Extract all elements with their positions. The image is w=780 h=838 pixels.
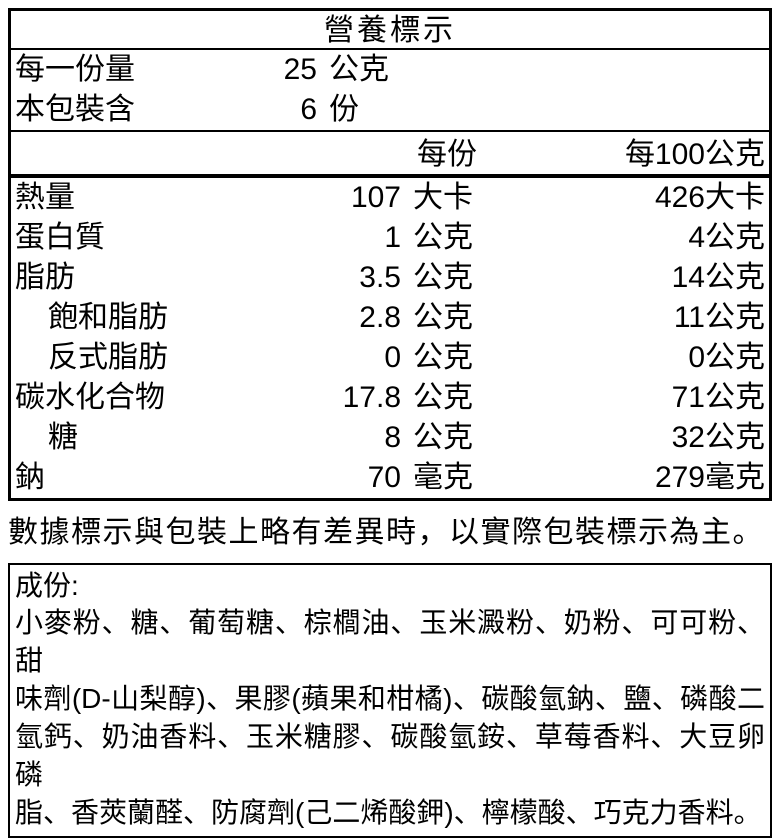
per-serving-unit: 公克 — [413, 261, 473, 294]
column-header-per-100g: 每100公克 — [624, 138, 765, 171]
nutrient-label: 糖 — [48, 421, 78, 454]
servings-per-package-row: 本包裝含 6 份 — [11, 90, 769, 130]
nutrient-row-calories: 熱量 107 大卡 426大卡 — [11, 178, 769, 218]
ingredients-line: 脂、香莢蘭醛、防腐劑(己二烯酸鉀)、檸檬酸、巧克力香料。 — [15, 797, 762, 828]
nutrition-table-title: 營養標示 — [11, 11, 769, 50]
nutrient-label: 鈉 — [15, 461, 45, 494]
serving-size-value: 25 — [283, 53, 317, 86]
per-serving-cell: 1 公克 — [335, 218, 477, 258]
per-serving-unit: 大卡 — [413, 181, 473, 214]
column-header-spacer — [15, 132, 335, 174]
per-100g-value: 71公克 — [671, 381, 765, 414]
per-serving-cell: 17.8 公克 — [335, 378, 477, 418]
per-serving-value: 8 — [384, 421, 401, 454]
per-serving-unit: 公克 — [413, 341, 473, 374]
per-serving-unit: 公克 — [413, 221, 473, 254]
nutrient-label: 反式脂肪 — [48, 341, 168, 374]
nutrients-section: 熱量 107 大卡 426大卡 蛋白質 1 公克 4公克 脂肪 3.5 — [11, 178, 769, 498]
per-100g-value: 4公克 — [688, 221, 765, 254]
nutrient-row-fat: 脂肪 3.5 公克 14公克 — [11, 258, 769, 298]
per-serving-value: 2.8 — [359, 301, 401, 334]
per-100g-value: 14公克 — [671, 261, 765, 294]
nutrient-label: 脂肪 — [15, 261, 75, 294]
servings-per-package-value: 6 — [300, 93, 317, 126]
ingredients-label: 成份: — [15, 570, 79, 601]
per-serving-value: 107 — [350, 181, 401, 214]
per-100g-value: 11公克 — [673, 301, 765, 334]
ingredients-line: 小麥粉、糖、葡萄糖、棕櫚油、玉米澱粉、奶粉、可可粉、甜 — [15, 607, 765, 676]
nutrient-row-saturated-fat: 飽和脂肪 2.8 公克 11公克 — [11, 298, 769, 338]
ingredients-box: 成份: 小麥粉、糖、葡萄糖、棕櫚油、玉米澱粉、奶粉、可可粉、甜 味劑(D-山梨醇… — [8, 563, 772, 838]
per-serving-value: 3.5 — [359, 261, 401, 294]
per-serving-unit: 毫克 — [413, 461, 473, 494]
column-header-per-serving: 每份 — [417, 138, 477, 171]
per-100g-value: 32公克 — [671, 421, 765, 454]
per-serving-value: 0 — [384, 341, 401, 374]
per-serving-value: 17.8 — [342, 381, 401, 414]
nutrient-row-sugar: 糖 8 公克 32公克 — [11, 418, 769, 458]
column-header-row: 每份 每100公克 — [11, 132, 769, 178]
serving-size-label: 每一份量 — [15, 53, 135, 86]
nutrient-row-sodium: 鈉 70 毫克 279毫克 — [11, 458, 769, 498]
nutrient-label: 熱量 — [15, 181, 75, 214]
per-serving-cell: 0 公克 — [335, 338, 477, 378]
disclaimer-note: 數據標示與包裝上略有差異時，以實際包裝標示為主。 — [8, 516, 764, 549]
servings-per-package-label: 本包裝含 — [15, 93, 135, 126]
per-serving-unit: 公克 — [413, 301, 473, 334]
per-100g-value: 426大卡 — [654, 181, 765, 214]
per-100g-value: 279毫克 — [654, 461, 765, 494]
per-serving-cell: 70 毫克 — [335, 458, 477, 498]
per-100g-value: 0公克 — [688, 341, 765, 374]
per-serving-unit: 公克 — [413, 421, 473, 454]
servings-per-package-unit: 份 — [329, 93, 359, 126]
nutrient-row-carbohydrate: 碳水化合物 17.8 公克 71公克 — [11, 378, 769, 418]
per-serving-cell: 2.8 公克 — [335, 298, 477, 338]
per-serving-cell: 3.5 公克 — [335, 258, 477, 298]
nutrient-label: 蛋白質 — [15, 221, 105, 254]
per-serving-value: 1 — [384, 221, 401, 254]
ingredients-line: 味劑(D-山梨醇)、果膠(蘋果和柑橘)、碳酸氫鈉、鹽、磷酸二 — [15, 683, 765, 714]
nutrient-label: 飽和脂肪 — [48, 301, 168, 334]
nutrition-table: 營養標示 每一份量 25 公克 本包裝含 6 份 每份 每100公克 熱量 10… — [8, 8, 772, 501]
serving-size-row: 每一份量 25 公克 — [11, 50, 769, 90]
per-serving-cell: 8 公克 — [335, 418, 477, 458]
nutrient-label: 碳水化合物 — [15, 381, 165, 414]
per-serving-value: 70 — [367, 461, 401, 494]
nutrition-label-page: 營養標示 每一份量 25 公克 本包裝含 6 份 每份 每100公克 熱量 10… — [8, 8, 772, 838]
nutrient-row-trans-fat: 反式脂肪 0 公克 0公克 — [11, 338, 769, 378]
per-serving-cell: 107 大卡 — [335, 178, 477, 218]
serving-size-unit: 公克 — [329, 53, 389, 86]
serving-info-section: 每一份量 25 公克 本包裝含 6 份 — [11, 50, 769, 132]
per-serving-unit: 公克 — [413, 381, 473, 414]
ingredients-line: 氫鈣、奶油香料、玉米糖膠、碳酸氫銨、草莓香料、大豆卵磷 — [15, 721, 765, 790]
nutrient-row-protein: 蛋白質 1 公克 4公克 — [11, 218, 769, 258]
